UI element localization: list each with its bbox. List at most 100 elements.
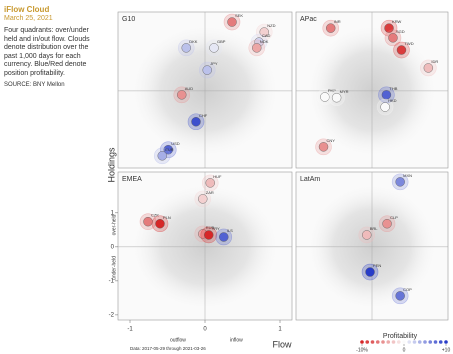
legend-dot [370,340,375,344]
currency-label: AUD [185,86,194,91]
currency-point [205,178,215,188]
currency-label: COP [403,287,412,292]
currency-point [320,92,330,102]
currency-label: RUB [206,225,215,230]
panel-title: APac [300,16,317,23]
currency-point [388,33,398,43]
legend-dot [433,340,438,344]
currency-point [396,45,407,55]
currency-label: HUF [213,174,222,179]
currency-point [423,63,434,73]
currency-point [252,43,262,53]
currency-point [382,219,392,229]
currency-label: TRY [212,226,220,231]
legend-dot [402,340,406,344]
currency-label: INR [334,19,341,24]
currency-label: ILS [227,228,233,233]
currency-point [331,93,342,103]
currency-label: CAD [262,33,271,38]
sidebar: iFlow Cloud March 25, 2021 Four quadrant… [4,5,102,90]
legend-dot [360,340,364,344]
currency-point [177,90,187,100]
currency-label: PHP [328,88,337,93]
legend-tick-label: 0 [403,347,406,353]
x-axis-label: Flow [272,339,292,349]
legend-dot [396,340,401,344]
x-tick-label: -1 [127,327,133,333]
currency-label: NZD [267,23,275,28]
legend-dot [381,340,385,344]
currency-label: SEK [235,13,243,18]
currency-point [318,142,329,152]
currency-label: CLP [390,215,398,220]
currency-point [163,145,173,155]
currency-point [381,90,392,100]
date-note: Data: 2017-05-29 through 2021-03-26 [130,346,206,351]
sidebar-description: Four quadrants: over/under held and in/o… [4,27,90,77]
legend-dot [412,340,417,344]
sidebar-title: iFlow Cloud [4,5,50,14]
currency-label: IDR [431,59,438,64]
panel-title: G10 [122,16,135,23]
currency-point [202,65,212,75]
legend-dot [428,340,433,344]
currency-point [326,23,336,33]
currency-label: KRW [392,19,401,24]
currency-label: CNY [327,138,336,143]
y-tick-label: 0 [111,244,115,250]
legend-dot [438,340,443,344]
y-tick-label: 1 [111,210,115,216]
currency-point [395,291,405,301]
currency-label: MYR [340,89,349,94]
currency-point [204,230,214,240]
x-side-label: outflow [170,337,186,343]
currency-label: DKK [189,39,198,44]
currency-point [227,17,237,27]
currency-point [365,267,375,277]
currency-point [362,230,372,240]
legend-dot [386,340,391,344]
legend-dot [391,340,396,344]
currency-point [395,177,405,187]
legend-tick-label: -10% [356,347,368,353]
currency-point [259,27,269,37]
currency-label: EUR [165,147,174,152]
currency-label: CZK [151,213,159,218]
x-tick-label: 1 [278,327,282,333]
currency-point [191,117,201,127]
legend-dot [407,340,412,344]
currency-point [209,43,219,53]
panel-title: EMEA [122,176,142,183]
currency-point [155,219,165,229]
currency-label: SGD [396,29,405,34]
legend-dot [444,340,448,344]
currency-point [219,232,229,242]
x-side-label: inflow [230,337,243,343]
currency-point [380,102,390,112]
legend-dot [365,340,370,344]
legend-title: Profitability [383,333,418,340]
currency-label: PLN [163,215,171,220]
legend-tick-label: +10 [442,347,451,353]
legend-dot [375,340,380,344]
currency-label: PEN [373,263,381,268]
y-side-label: under-held [111,256,117,280]
currency-label: CHF [199,113,208,118]
legend-dot [423,340,427,344]
currency-label: TWD [404,41,413,46]
currency-label: ZAR [206,190,214,195]
currency-point [157,151,167,161]
currency-point [384,23,394,33]
currency-label: GBP [217,39,226,44]
sidebar-date: March 25, 2021 [4,14,53,22]
currency-label: USD [171,141,180,146]
currency-point [143,216,153,227]
sidebar-source: SOURCE: BNY Mellon [4,82,65,88]
y-tick-label: -1 [109,278,115,284]
y-tick-label: -2 [109,312,115,318]
currency-label: BRL [370,226,379,231]
y-axis-label: Holdings [106,147,116,183]
currency-label: MXN [403,173,412,178]
currency-point [181,43,191,53]
